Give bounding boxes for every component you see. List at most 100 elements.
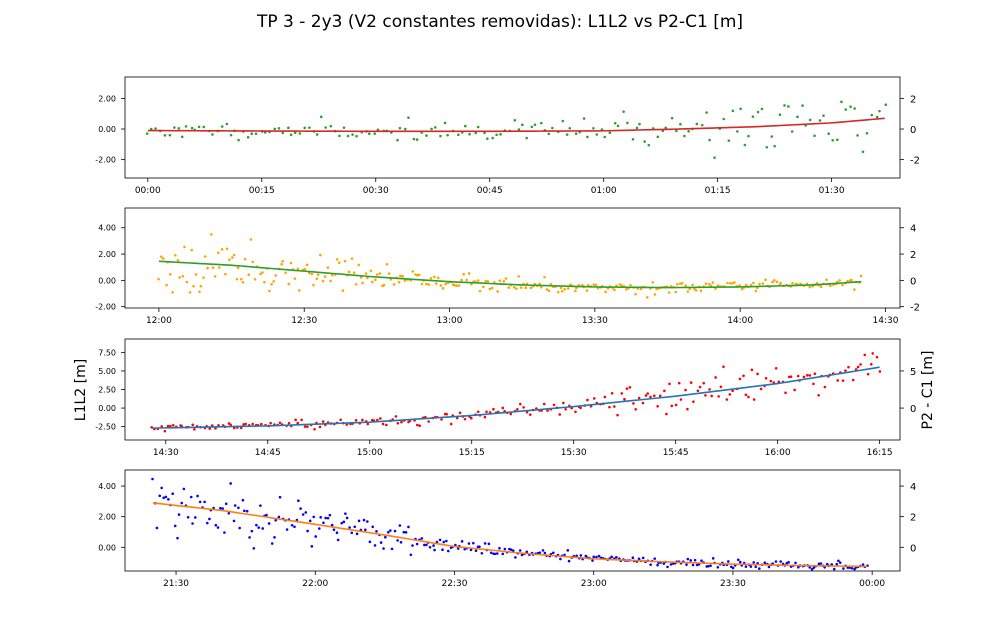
data-point: [463, 547, 467, 551]
data-point: [670, 404, 674, 408]
data-point: [709, 564, 712, 568]
data-point: [293, 131, 297, 135]
data-point: [558, 413, 562, 416]
data-point: [774, 560, 778, 563]
data-point: [568, 283, 572, 286]
data-point: [727, 560, 730, 563]
data-point: [216, 251, 220, 255]
data-point: [401, 274, 405, 278]
data-point: [764, 278, 767, 281]
data-point: [338, 134, 341, 138]
data-point: [303, 126, 307, 130]
data-point: [616, 413, 619, 417]
panel-3: 14:30 14:45 15:00 15:15 15:30 15:45 16:00 16:15…: [95, 338, 916, 458]
data-point: [236, 266, 240, 270]
data-point: [859, 274, 863, 278]
data-point: [298, 289, 301, 292]
data-point: [603, 135, 606, 139]
data-point: [676, 282, 679, 286]
data-point: [293, 525, 296, 529]
left-y-tick-label: 2.00: [98, 94, 116, 103]
data-point: [357, 519, 361, 523]
data-point: [295, 518, 299, 522]
data-point: [691, 283, 694, 287]
data-point: [775, 280, 779, 284]
data-point: [490, 286, 494, 290]
data-point: [731, 389, 734, 393]
data-point: [560, 289, 564, 293]
data-point: [618, 283, 622, 286]
data-point: [270, 282, 273, 286]
right-y-tick-label: 2: [910, 250, 916, 261]
data-point: [686, 290, 690, 293]
data-point: [739, 107, 742, 111]
data-point: [844, 369, 847, 372]
data-point: [326, 516, 330, 520]
data-point: [585, 289, 589, 292]
left-y-tick-label: 4.00: [98, 482, 116, 491]
data-point: [722, 117, 725, 121]
data-point: [393, 529, 397, 533]
data-point: [176, 259, 180, 262]
data-point: [335, 258, 339, 261]
data-point: [837, 559, 840, 563]
data-point: [773, 279, 776, 282]
data-point: [457, 133, 460, 137]
data-point: [409, 553, 413, 557]
left-y-tick-label: 0.00: [98, 125, 116, 134]
data-point: [637, 557, 641, 561]
x-tick-label: 14:00: [727, 316, 753, 326]
data-point: [420, 537, 424, 540]
data-point: [829, 284, 832, 288]
data-point: [865, 131, 869, 135]
data-point: [298, 132, 302, 135]
data-point: [565, 133, 569, 136]
data-point: [184, 125, 188, 128]
data-point: [869, 363, 873, 366]
data-point: [361, 418, 364, 422]
data-point: [329, 279, 332, 283]
data-point: [704, 394, 707, 397]
data-point: [244, 422, 247, 426]
data-point: [300, 418, 303, 422]
data-point: [597, 554, 601, 558]
data-point: [491, 136, 494, 140]
data-point: [241, 280, 245, 284]
data-point: [460, 540, 464, 543]
data-point: [248, 536, 251, 539]
data-point: [263, 280, 266, 284]
data-point: [299, 507, 302, 510]
fit-line: [158, 260, 862, 289]
data-point: [316, 273, 320, 276]
data-point: [539, 285, 543, 289]
right-y-tick-label: 0: [910, 276, 916, 287]
data-point: [202, 276, 205, 279]
data-point: [238, 526, 241, 530]
x-tick-label: 22:00: [302, 579, 328, 589]
data-point: [216, 526, 220, 529]
data-point: [193, 428, 196, 431]
data-point: [586, 135, 589, 139]
data-point: [711, 281, 715, 284]
data-point: [812, 382, 815, 386]
x-tick-label: 00:30: [363, 186, 389, 196]
data-point: [208, 517, 211, 521]
data-point: [427, 420, 430, 423]
data-point: [193, 516, 197, 519]
left-y-tick-label: -2.50: [95, 423, 116, 432]
data-point: [674, 403, 678, 407]
data-point: [432, 544, 435, 547]
data-point: [224, 502, 228, 506]
data-point: [324, 126, 327, 129]
data-point: [861, 563, 865, 566]
data-point: [400, 420, 403, 424]
data-point: [261, 527, 264, 530]
data-point: [434, 282, 438, 285]
data-point: [420, 282, 424, 286]
plot-frame: [124, 207, 901, 309]
data-point: [658, 394, 662, 398]
right-y-tick-label: 0: [910, 404, 916, 415]
data-point: [423, 543, 426, 547]
data-point: [653, 394, 656, 398]
data-point: [469, 548, 473, 552]
